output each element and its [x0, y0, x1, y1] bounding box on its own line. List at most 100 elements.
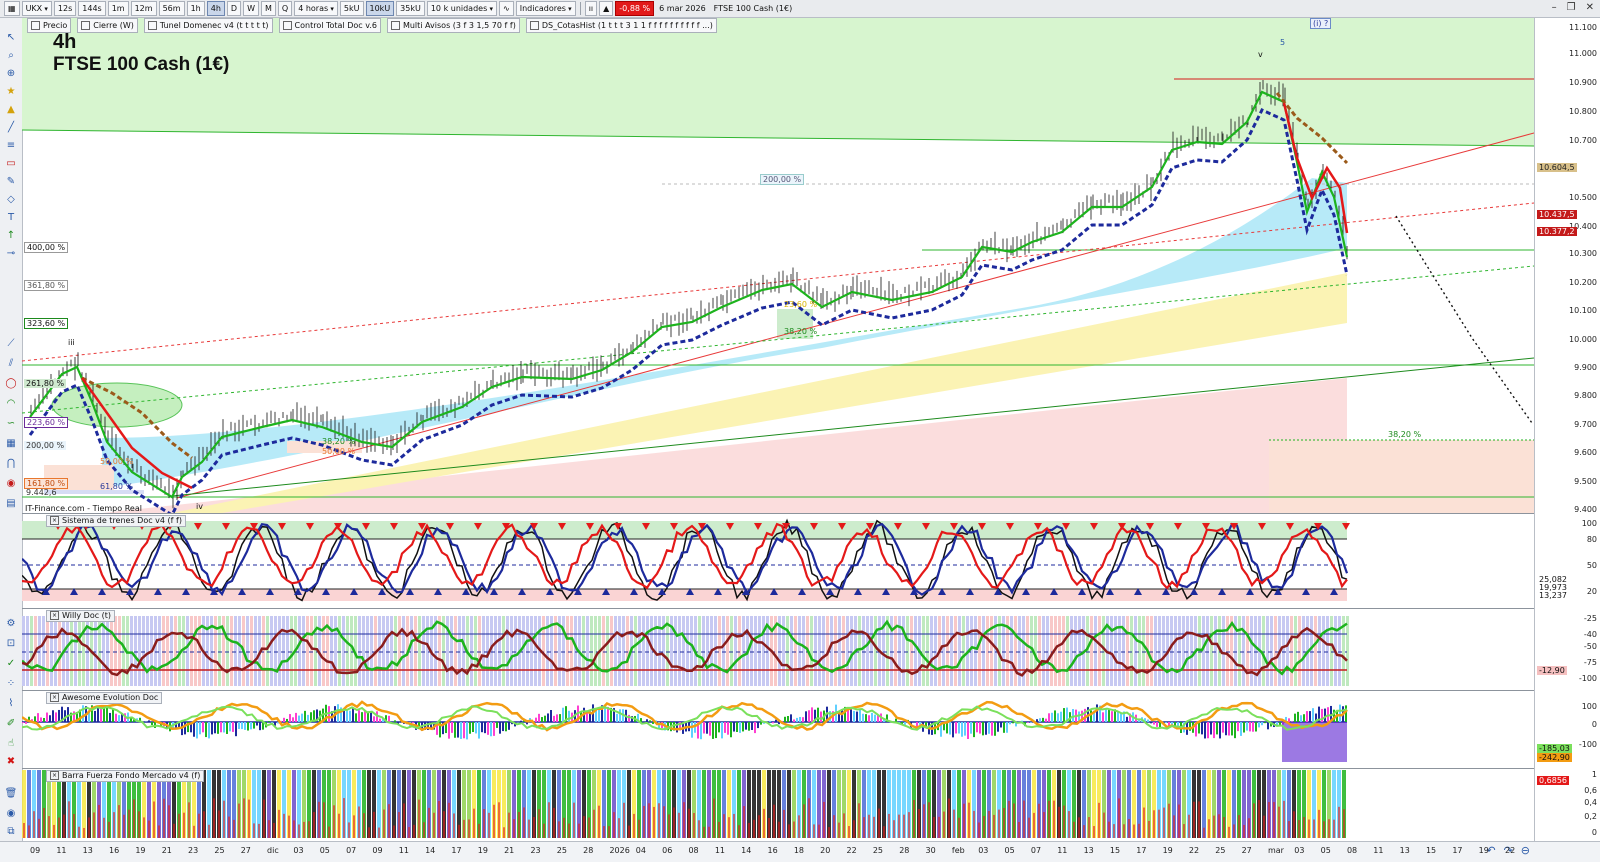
shape-icon[interactable]: ◇ — [4, 194, 18, 206]
tf-1h-button[interactable]: 1h — [187, 1, 205, 16]
trenes-title: Sistema de trenes Doc v4 (f f) — [62, 516, 182, 525]
trenes-indicator-panel[interactable]: ×Sistema de trenes Doc v4 (f f) — [22, 513, 1534, 609]
fib-icon[interactable]: ≡ — [4, 140, 18, 152]
willy-header[interactable]: ×Willy Doc (t) — [46, 610, 115, 622]
layers-icon[interactable]: ▤ — [4, 498, 18, 510]
close-icon[interactable]: ✕ — [1586, 2, 1594, 13]
tf-144s-button[interactable]: 144s — [78, 1, 105, 16]
force-red-bar — [343, 798, 345, 838]
favorite-icon[interactable]: ★ — [4, 86, 18, 98]
legend-precio[interactable]: Precio — [27, 18, 71, 33]
tf-w-button[interactable]: W — [243, 1, 259, 16]
tf-56m-button[interactable]: 56m — [159, 1, 185, 16]
units-selector[interactable]: 10 k unidades — [427, 1, 497, 16]
price-chart-panel[interactable]: Precio Cierre (W) Tunel Domenec v4 (t t … — [22, 18, 1534, 514]
alert-icon[interactable]: ▲ — [599, 1, 613, 16]
zoom-icon[interactable]: ⌕ — [4, 50, 18, 62]
arrow-up-icon[interactable]: ↑ — [4, 230, 18, 242]
pencil-icon[interactable]: ✎ — [4, 176, 18, 188]
tf-m-button[interactable]: M — [261, 1, 276, 16]
thumbs-up-icon[interactable]: ☝ — [4, 738, 18, 750]
eye-icon[interactable]: ◉ — [4, 808, 18, 820]
delete-icon[interactable]: ✖ — [4, 756, 18, 768]
force-red-bar — [208, 825, 210, 838]
close-panel-icon[interactable]: × — [50, 771, 59, 780]
trendline-icon[interactable]: ╱ — [4, 122, 18, 134]
zoom-out-icon[interactable]: ⊖ — [1521, 844, 1530, 857]
grid-icon[interactable]: ▦ — [4, 438, 18, 450]
tf-q-button[interactable]: Q — [278, 1, 292, 16]
legend-control[interactable]: Control Total Doc v.6 — [279, 18, 381, 33]
tf-12s-button[interactable]: 12s — [54, 1, 76, 16]
tf-d-button[interactable]: D — [227, 1, 241, 16]
close-panel-icon[interactable]: × — [50, 693, 59, 702]
awesome-histogram-bar — [1108, 710, 1110, 722]
channel-icon[interactable]: ⫽ — [4, 358, 18, 370]
units-5k-button[interactable]: 5kU — [340, 1, 364, 16]
curve-icon[interactable]: ∽ — [4, 418, 18, 430]
price-tick-label: 11.100 — [1569, 23, 1597, 32]
willy-bg-bar — [302, 616, 305, 686]
period-selector[interactable]: 4 horas — [294, 1, 338, 16]
bell-icon[interactable]: ▲ — [4, 104, 18, 116]
text-icon[interactable]: T — [4, 212, 18, 224]
trenes-header[interactable]: ×Sistema de trenes Doc v4 (f f) — [46, 515, 186, 527]
time-tick-label: 19 — [478, 846, 488, 855]
legend-cotas[interactable]: DS_CotasHist (1 t t t 3 1 1 f f f f f f … — [526, 18, 717, 33]
willy-bg-bar — [974, 616, 977, 686]
lock-icon[interactable]: ⊡ — [4, 638, 18, 650]
legend-tunel[interactable]: Tunel Domenec v4 (t t t t t) — [144, 18, 273, 33]
indicators-button[interactable]: Indicadores — [516, 1, 576, 16]
zoom-area-icon[interactable]: ⊕ — [4, 68, 18, 80]
willy-indicator-panel[interactable]: ×Willy Doc (t) — [22, 608, 1534, 691]
tf-4h-button[interactable]: 4h — [207, 1, 225, 16]
awesome-header[interactable]: ×Awesome Evolution Doc — [46, 692, 162, 704]
awesome-histogram-bar — [1150, 722, 1152, 723]
ruler-icon[interactable]: ⟋ — [4, 338, 18, 350]
legend-cierre[interactable]: Cierre (W) — [77, 18, 138, 33]
menu-grid-icon[interactable]: ▦ — [4, 1, 20, 16]
willy-bg-bar — [586, 616, 589, 686]
barra-header[interactable]: ×Barra Fuerza Fondo Mercado v4 (f) — [46, 770, 204, 782]
awesome-histogram-bar — [1252, 722, 1254, 732]
rectangle-icon[interactable]: ▭ — [4, 158, 18, 170]
settings-small-icon[interactable]: ⚙ — [4, 618, 18, 630]
willy-bg-bar — [1310, 616, 1313, 686]
check-icon[interactable]: ✓ — [4, 658, 18, 670]
close-panel-icon[interactable]: × — [50, 611, 59, 620]
measure-icon[interactable]: ⊸ — [4, 248, 18, 260]
willy-bg-bar — [738, 616, 741, 686]
units-35k-button[interactable]: 35kU — [396, 1, 425, 16]
units-10k-button[interactable]: 10kU — [366, 1, 395, 16]
willy-bg-bar — [874, 616, 877, 686]
magnet-icon[interactable]: ⋂ — [4, 458, 18, 470]
arc-icon[interactable]: ◠ — [4, 398, 18, 410]
legend-multi[interactable]: Multi Avisos (3 f 3 1,5 70 f f) — [387, 18, 520, 33]
ellipse-icon[interactable]: ◯ — [4, 378, 18, 390]
symbol-selector[interactable]: UKX — [22, 1, 52, 16]
marker-icon[interactable]: ◉ — [4, 478, 18, 490]
indicators-icon[interactable]: ∿ — [499, 1, 514, 16]
price-tick-label: 10.800 — [1569, 107, 1597, 116]
close-panel-icon[interactable]: × — [50, 516, 59, 525]
time-tick-label: 11 — [1057, 846, 1067, 855]
tf-1m-button[interactable]: 1m — [108, 1, 129, 16]
force-red-bar — [1253, 803, 1255, 838]
restore-icon[interactable]: ❐ — [1567, 2, 1576, 13]
minimize-icon[interactable]: – — [1552, 2, 1557, 13]
pen-icon[interactable]: ✐ — [4, 718, 18, 730]
tf-12m-button[interactable]: 12m — [131, 1, 157, 16]
pause-icon[interactable]: ıı — [585, 1, 597, 16]
barra-indicator-panel[interactable]: ×Barra Fuerza Fondo Mercado v4 (f) — [22, 768, 1534, 842]
copy-icon[interactable]: ⧉ — [4, 826, 18, 838]
trash-icon[interactable]: 🗑 — [4, 788, 18, 800]
zigzag-icon[interactable]: ⌇ — [4, 698, 18, 710]
price-chart-canvas[interactable] — [22, 18, 1534, 513]
cursor-icon[interactable]: ↖ — [4, 32, 18, 44]
awesome-indicator-panel[interactable]: ×Awesome Evolution Doc — [22, 690, 1534, 769]
awesome-histogram-bar — [1042, 718, 1044, 722]
awesome-histogram-bar — [55, 712, 57, 722]
dots-icon[interactable]: ⁘ — [4, 678, 18, 690]
